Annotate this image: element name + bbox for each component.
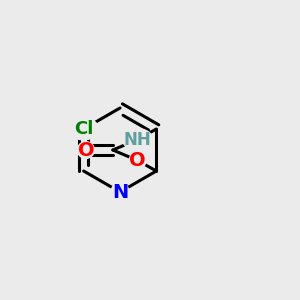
Text: Cl: Cl xyxy=(74,120,93,138)
Ellipse shape xyxy=(122,129,153,150)
Text: N: N xyxy=(112,182,128,202)
Ellipse shape xyxy=(129,152,146,169)
Text: O: O xyxy=(78,140,94,160)
Ellipse shape xyxy=(77,142,94,158)
Text: NH: NH xyxy=(124,130,152,148)
Ellipse shape xyxy=(111,183,129,201)
Ellipse shape xyxy=(68,118,99,140)
Text: O: O xyxy=(129,151,146,170)
